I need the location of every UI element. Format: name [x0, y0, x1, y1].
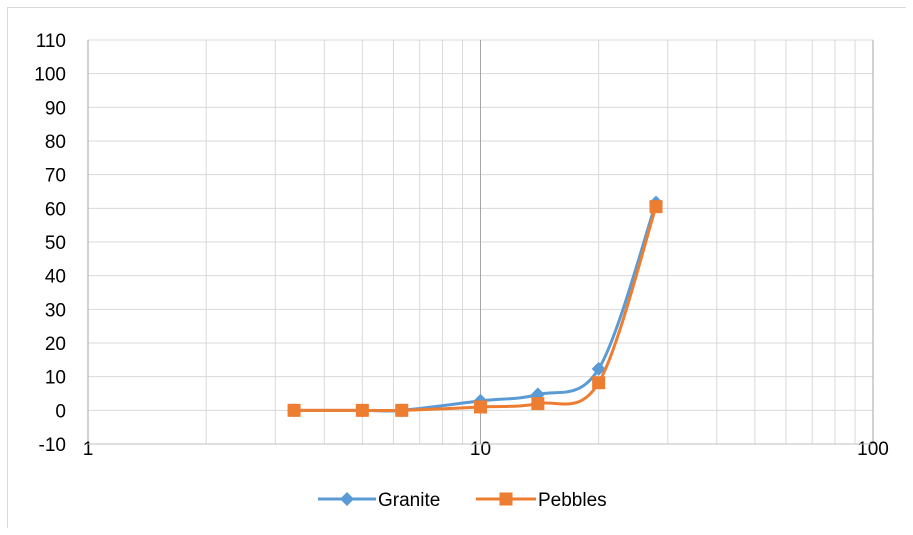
y-tick-label: 80 [45, 132, 66, 153]
y-tick-label: 110 [36, 31, 66, 52]
legend: Granite Pebbles [318, 490, 607, 511]
y-tick-label: -10 [39, 435, 66, 456]
y-tick-label: 60 [45, 199, 66, 220]
y-tick-label: 40 [45, 267, 66, 288]
y-tick-label: 10 [45, 368, 66, 389]
y-tick-label: 50 [45, 233, 66, 254]
x-tick-label: 10 [470, 439, 491, 460]
pebbles-legend-label: Pebbles [538, 490, 607, 511]
pebbles-data-point [395, 403, 409, 417]
y-tick-label: 90 [45, 98, 66, 119]
y-tick-label: 20 [45, 334, 66, 355]
pebbles-data-point [287, 403, 301, 417]
granite-legend-label: Granite [378, 490, 440, 511]
granite-legend-marker [340, 492, 354, 506]
y-tick-label: 0 [55, 401, 66, 422]
y-tick-label: 30 [45, 300, 66, 321]
y-tick-label: 100 [34, 65, 66, 86]
gridlines [87, 39, 874, 445]
y-tick-label: 70 [45, 166, 66, 187]
pebbles-data-point [474, 400, 487, 414]
x-tick-label: 100 [857, 439, 889, 460]
pebbles-data-point [649, 200, 663, 214]
pebbles-data-point [355, 403, 369, 417]
plot-series [287, 195, 664, 418]
x-tick-label: 1 [83, 439, 94, 460]
chart-area [7, 7, 906, 528]
pebbles-legend-marker [499, 492, 513, 506]
granite-data-point [591, 361, 606, 376]
pebbles-data-point [592, 376, 606, 390]
pebbles-data-point [531, 397, 545, 411]
